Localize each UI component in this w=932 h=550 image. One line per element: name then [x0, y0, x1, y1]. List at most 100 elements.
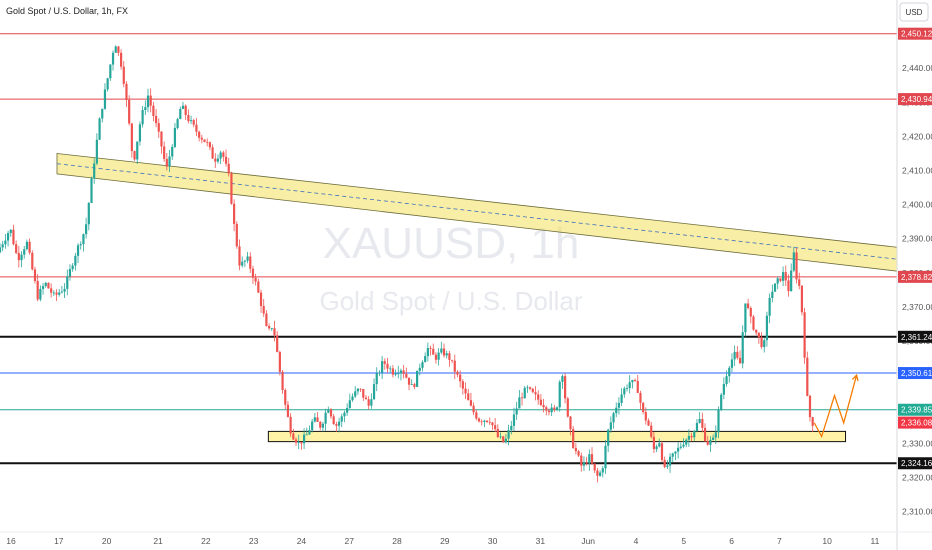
projection-path[interactable] [813, 373, 859, 439]
level-price-badge-label: 2,361.24 [901, 333, 932, 342]
candle-body [588, 454, 591, 464]
candle-body [47, 282, 50, 289]
candle-body [235, 223, 238, 247]
candle-body [523, 387, 526, 399]
candle-body [515, 408, 518, 415]
level-price-badge [898, 270, 932, 283]
candle-body [160, 131, 163, 147]
candle-body [157, 123, 160, 132]
candle-body [103, 89, 107, 109]
candle-body [109, 64, 112, 79]
candle-body [163, 146, 166, 159]
candle-body [337, 421, 341, 426]
candle-body [173, 127, 177, 147]
candle-body [746, 303, 750, 309]
time-tick-label: 28 [392, 536, 402, 546]
candle-body [9, 229, 12, 234]
candle-body [138, 124, 142, 142]
candle-body [0, 247, 2, 253]
candle-body [389, 368, 392, 370]
candle-body [141, 110, 144, 125]
current-price-badge [898, 416, 932, 429]
candle-body [424, 356, 427, 363]
candle-body [733, 351, 736, 360]
time-axis[interactable]: 16 17 20 21 22 23 24 27 28 29 30 31 Jun 4 5 6 7 10 11 [6, 536, 879, 546]
candle-body [561, 376, 564, 382]
candle-body [442, 348, 446, 356]
candle-body [752, 316, 755, 330]
candle-body [598, 472, 602, 476]
candle-body [690, 435, 693, 438]
time-tick-label: 11 [871, 536, 880, 546]
support-zone-box[interactable] [267, 430, 847, 443]
level-price-badge [898, 330, 932, 343]
candle-body [647, 420, 650, 426]
candle-body [386, 363, 389, 369]
candle-body [297, 441, 300, 443]
candle-body [596, 470, 599, 476]
candle-body [779, 278, 782, 281]
candle-body [440, 348, 443, 353]
candle-body [71, 265, 74, 270]
candle-body [281, 371, 284, 391]
candle-body [214, 158, 217, 162]
candle-body [469, 400, 473, 406]
candle-body [370, 399, 373, 406]
candle-body [6, 233, 10, 241]
candle-body [539, 399, 542, 405]
candle-body [254, 277, 257, 282]
candle-body [687, 435, 690, 440]
price-tick-label: 2,320.00 [902, 472, 932, 482]
candle-body [346, 407, 349, 413]
candle-body [289, 416, 292, 434]
candle-body [537, 394, 540, 400]
candle-body [617, 402, 621, 408]
candle-body [372, 384, 376, 400]
candle-body [362, 389, 365, 398]
currency-button[interactable]: USD [899, 2, 929, 22]
horizontal-levels[interactable] [0, 33, 897, 465]
candle-body [510, 425, 513, 431]
candle-body [434, 354, 438, 360]
time-tick-label: 4 [634, 536, 639, 546]
candle-body [701, 419, 704, 428]
candle-body [364, 397, 368, 400]
candle-body [620, 394, 623, 403]
time-tick-label: 10 [822, 536, 832, 546]
candle-body [211, 147, 214, 159]
candle-body [504, 438, 508, 443]
candle-body [467, 393, 470, 401]
candle-body [658, 443, 661, 447]
time-tick-label: 17 [54, 536, 64, 546]
candle-body [798, 279, 801, 286]
candle-body [499, 436, 502, 438]
candle-body [582, 462, 586, 466]
candle-body [590, 454, 594, 464]
watermark: XAUUSD, 1h Gold Spot / U.S. Dollar [320, 219, 583, 316]
currency-button-frame[interactable] [899, 2, 929, 22]
support-zone[interactable] [267, 430, 847, 443]
candle-body [744, 303, 747, 333]
candle-body [136, 141, 139, 160]
candle-body [31, 252, 34, 270]
time-tick-label: 16 [6, 536, 16, 546]
candle-body [811, 417, 814, 426]
candle-body [50, 288, 53, 293]
candle-body [461, 381, 464, 389]
candle-body [259, 292, 263, 307]
candle-body [765, 315, 769, 341]
candle-body [41, 286, 45, 289]
candle-body [784, 272, 787, 281]
candle-body [270, 328, 273, 329]
candle-body [381, 361, 384, 373]
candle-body [418, 367, 421, 371]
candle-body [55, 292, 58, 295]
candle-body [125, 83, 128, 100]
candle-body [329, 409, 333, 417]
price-badges: 2,450.12 2,430.94 2,378.82 2,361.24 2,350.61… [898, 27, 932, 470]
candle-body [33, 269, 37, 281]
candle-body [292, 433, 295, 440]
projection-line[interactable] [813, 374, 858, 439]
candle-body [464, 388, 467, 394]
